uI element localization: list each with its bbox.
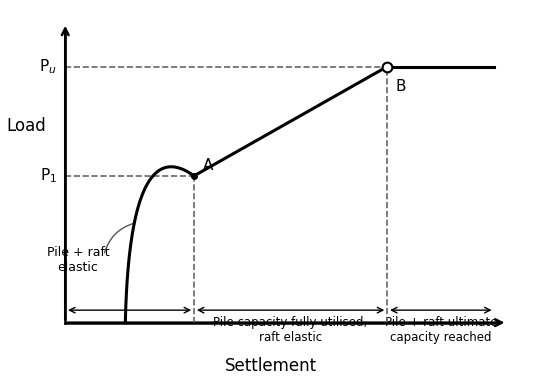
Text: Pile + raft
elastic: Pile + raft elastic: [47, 246, 109, 274]
Text: Pile + raft ultimate
capacity reached: Pile + raft ultimate capacity reached: [385, 316, 497, 344]
Text: A: A: [203, 158, 213, 173]
Text: Pile capacity fully utilised,
raft elastic: Pile capacity fully utilised, raft elast…: [213, 316, 368, 344]
Text: B: B: [396, 79, 406, 94]
Text: Load: Load: [7, 117, 46, 135]
Text: Settlement: Settlement: [225, 357, 317, 375]
Text: P$_u$: P$_u$: [39, 57, 56, 76]
Text: P$_1$: P$_1$: [39, 167, 56, 185]
